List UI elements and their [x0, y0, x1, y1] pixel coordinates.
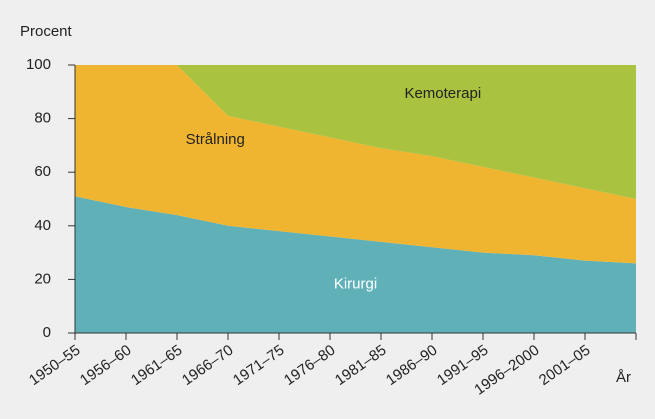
y-axis-label: Procent [20, 23, 73, 40]
y-tick-label: 40 [34, 217, 51, 234]
x-tick-label: 1986–90 [383, 342, 441, 389]
x-tick-label: 2001–05 [536, 342, 594, 389]
series-label: Kemoterapi [404, 85, 481, 102]
x-tick-label: 1971–75 [230, 342, 288, 389]
series-label: Kirurgi [334, 276, 377, 293]
series-label: Strålning [186, 131, 245, 148]
x-tick-label: 1981–85 [332, 342, 390, 389]
area [75, 65, 636, 199]
x-tick-label: 1976–80 [281, 342, 339, 389]
y-tick-label: 80 [34, 110, 51, 127]
y-tick-label: 100 [26, 56, 51, 73]
x-tick-label: 1966–70 [179, 342, 237, 389]
x-tick-label: 1961–65 [128, 342, 186, 389]
y-tick-label: 0 [43, 324, 51, 341]
y-tick-label: 60 [34, 163, 51, 180]
y-tick-label: 20 [34, 270, 51, 287]
area [75, 196, 636, 333]
x-axis-label: År [616, 369, 631, 386]
x-tick-label: 1956–60 [77, 342, 135, 389]
area [75, 65, 636, 264]
x-tick-label: 1950–55 [26, 342, 84, 389]
